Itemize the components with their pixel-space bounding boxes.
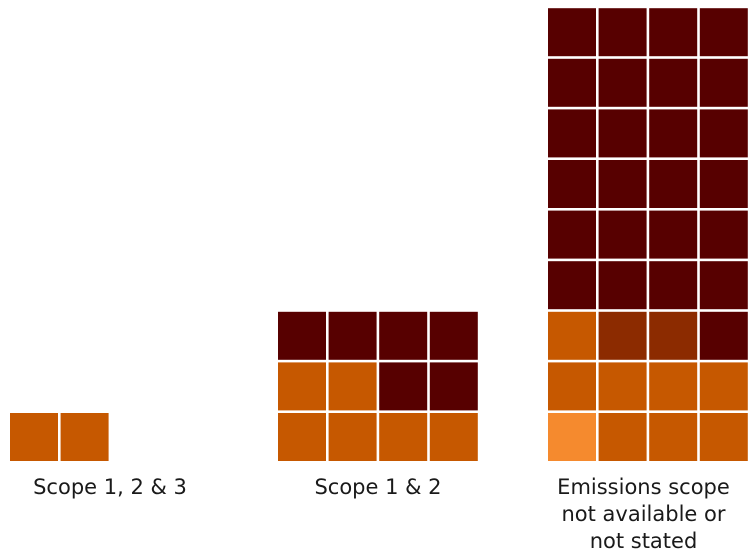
waffle-cell-dark-maroon <box>649 109 698 158</box>
waffle-cell-dark-maroon <box>379 362 428 411</box>
waffle-group-scope-1-2 <box>278 311 478 461</box>
waffle-cell-dark-maroon <box>649 160 698 208</box>
category-label-scope-not-available: Emissions scope not available or not sta… <box>557 475 730 553</box>
waffle-cell-dark-maroon <box>649 8 698 57</box>
waffle-cell-dark-maroon <box>699 58 748 107</box>
waffle-cell-dark-maroon <box>548 8 596 57</box>
waffle-cell-dark-maroon <box>649 210 698 259</box>
waffle-cell-dark-maroon <box>649 261 698 310</box>
category-label-scope-1-2: Scope 1 & 2 <box>314 475 442 499</box>
waffle-cell-orange <box>60 413 109 461</box>
waffle-cell-orange <box>649 413 698 461</box>
waffle-cell-dark-maroon <box>429 362 478 411</box>
waffle-cell-dark-maroon <box>649 58 698 107</box>
waffle-cell-orange <box>649 362 698 411</box>
waffle-cell-dark-maroon <box>699 109 748 158</box>
waffle-cell-dark-maroon <box>598 58 647 107</box>
waffle-cell-dark-maroon <box>379 311 428 360</box>
waffle-cell-dark-maroon <box>699 160 748 208</box>
waffle-cell-orange <box>278 362 326 411</box>
waffle-cell-orange <box>328 362 377 411</box>
waffle-cell-dark-maroon <box>548 261 596 310</box>
waffle-cell-dark-maroon <box>699 210 748 259</box>
waffle-cell-dark-maroon <box>278 311 326 360</box>
waffle-cell-orange <box>429 413 478 461</box>
waffle-cell-dark-maroon <box>429 311 478 360</box>
waffle-group-scope-1-2-3 <box>10 413 109 461</box>
waffle-cell-dark-maroon <box>699 8 748 57</box>
waffle-cell-orange <box>598 362 647 411</box>
waffle-cell-dark-maroon <box>699 261 748 310</box>
waffle-cell-dark-maroon <box>598 261 647 310</box>
waffle-cell-orange <box>328 413 377 461</box>
waffle-cell-burnt-red <box>598 311 647 360</box>
waffle-cell-dark-maroon <box>699 311 748 360</box>
waffle-group-emissions-scope-not-available-or-not-stated <box>548 8 748 461</box>
waffle-cell-dark-maroon <box>598 109 647 158</box>
waffle-cell-orange <box>548 362 596 411</box>
waffle-cell-dark-maroon <box>548 58 596 107</box>
waffle-cell-dark-maroon <box>328 311 377 360</box>
waffle-cell-orange <box>379 413 428 461</box>
waffle-cell-orange <box>548 311 596 360</box>
waffle-cell-orange <box>699 362 748 411</box>
waffle-cell-orange <box>598 413 647 461</box>
waffle-cell-light-orange <box>548 413 596 461</box>
waffle-cell-dark-maroon <box>598 160 647 208</box>
waffle-cell-orange <box>10 413 58 461</box>
category-label-scope-1-2-3: Scope 1, 2 & 3 <box>33 475 187 499</box>
waffle-cell-orange <box>278 413 326 461</box>
waffle-cell-dark-maroon <box>548 160 596 208</box>
waffle-cell-burnt-red <box>649 311 698 360</box>
waffle-cell-dark-maroon <box>598 210 647 259</box>
waffle-cell-orange <box>699 413 748 461</box>
waffle-cell-dark-maroon <box>598 8 647 57</box>
waffle-cell-dark-maroon <box>548 109 596 158</box>
waffle-cell-dark-maroon <box>548 210 596 259</box>
